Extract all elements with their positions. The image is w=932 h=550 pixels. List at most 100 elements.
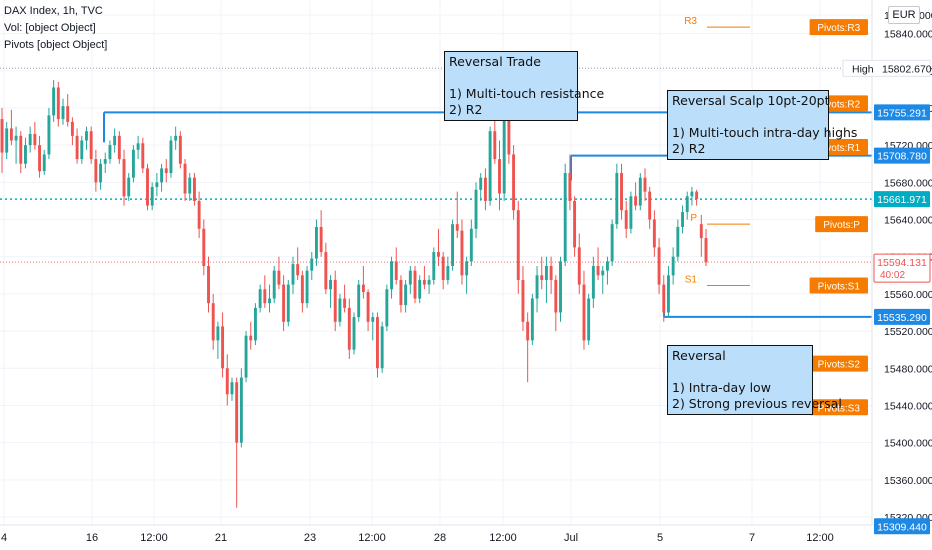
annotation-line: 2) R2 <box>449 102 483 117</box>
candle-body <box>164 168 168 174</box>
candle-body <box>432 252 436 280</box>
y-tick-label: 15400.000 <box>884 438 932 450</box>
candle-body <box>239 377 243 443</box>
candle-body <box>643 177 647 192</box>
candle-body <box>559 261 562 313</box>
x-tick-label: 7 <box>749 532 755 544</box>
annotation-line: 1) Multi-touch resistance <box>449 86 605 101</box>
candle-body <box>70 121 74 136</box>
s1-tag-label: 15535.290 <box>877 312 927 324</box>
candle-body <box>42 154 46 172</box>
annotation-reversal-trade[interactable]: Reversal Trade 1) Multi-touch resistance… <box>444 51 605 121</box>
candle-body <box>394 261 398 280</box>
candle-body <box>216 326 220 341</box>
candle-body <box>230 382 234 395</box>
candle-body <box>474 189 478 229</box>
candle-body <box>624 210 628 229</box>
annotation-line: Reversal Trade <box>449 54 541 69</box>
annotation-line <box>449 70 573 86</box>
x-tick-label: 5 <box>657 532 663 544</box>
r1-tag <box>874 147 930 164</box>
candle-body <box>352 317 356 350</box>
candle-body <box>418 279 422 299</box>
candle-body <box>441 256 445 280</box>
candle-body <box>390 261 394 290</box>
annotation-reversal-scalp[interactable]: Reversal Scalp 10pt-20pt 1) Multi-touch … <box>667 90 857 160</box>
x-tick-label: 12:00 <box>489 532 517 544</box>
candle-body <box>66 106 70 122</box>
currency-button[interactable]: EUR <box>888 6 920 24</box>
candle-body <box>33 133 37 146</box>
candle-body <box>662 284 666 313</box>
candle-body <box>671 256 675 276</box>
last-tag-label: 15661.971 <box>877 194 927 206</box>
candle-body <box>577 247 581 285</box>
candle-body <box>75 135 79 160</box>
candle-body <box>141 143 145 169</box>
annotation-line <box>672 364 808 380</box>
candle-body <box>605 261 609 271</box>
candle-body <box>544 266 548 280</box>
candle-body <box>146 168 149 206</box>
candle-body <box>85 131 88 141</box>
candle-body <box>178 135 182 164</box>
annotation-line: Reversal <box>672 348 726 363</box>
candle-body <box>563 173 567 262</box>
candle-body <box>329 279 332 290</box>
chart-title: DAX Index, 1h, TVC <box>4 5 103 17</box>
candle-body <box>19 135 23 164</box>
volume-legend[interactable]: Vol: [object Object] <box>4 22 96 34</box>
candle-body <box>197 200 201 229</box>
candle-body <box>404 284 408 306</box>
candle-body <box>446 266 450 280</box>
candle-body <box>615 173 619 225</box>
candle-body <box>155 182 159 187</box>
annotation-reversal[interactable]: Reversal 1) Intra-day low 2) Strong prev… <box>667 345 842 415</box>
candle-body <box>483 177 487 201</box>
candle-body <box>150 186 154 206</box>
candle-body <box>300 275 304 304</box>
y-tick-label: 15440.000 <box>884 400 932 412</box>
bottom-tag-label: 15309.440 <box>877 521 927 533</box>
candle-body <box>366 292 370 322</box>
candle-body <box>620 173 623 211</box>
pivots-legend[interactable]: Pivots [object Object] <box>4 39 108 51</box>
current-tag <box>873 253 931 283</box>
annotation-line <box>672 109 824 125</box>
candle-body <box>277 270 281 285</box>
y-tick-label: 15560.000 <box>884 289 932 301</box>
candle-body <box>296 264 300 276</box>
candle-body <box>413 270 417 299</box>
candle-body <box>268 298 271 304</box>
candle-body <box>244 335 248 378</box>
candle-body <box>704 238 708 263</box>
candle-body <box>24 145 27 164</box>
candle-body <box>535 275 539 299</box>
candle-body <box>516 210 520 280</box>
x-tick-label: 23 <box>304 532 316 544</box>
candle-body <box>568 173 572 201</box>
annotation-line: 2) Strong previous reversal <box>672 396 842 411</box>
candle-body <box>601 270 605 276</box>
candle-body <box>5 128 9 153</box>
candle-body <box>526 321 530 341</box>
candle-body <box>521 279 525 322</box>
candle-body <box>192 177 196 201</box>
pivot-short-label: S1 <box>685 275 698 286</box>
x-tick-label: 16 <box>86 532 98 544</box>
candle-body <box>657 247 661 285</box>
r2-tag-label: 15755.291 <box>877 107 927 119</box>
candle-body <box>652 219 656 248</box>
candle-body <box>131 149 135 178</box>
annotation-line: Reversal Scalp 10pt-20pt <box>672 93 830 108</box>
x-tick-label: 12:00 <box>358 532 386 544</box>
pivot-tag-label: Pivots:R1 <box>817 143 860 154</box>
candle-body <box>469 228 473 262</box>
pivot-tag <box>809 399 868 416</box>
candle-body <box>202 228 206 266</box>
candle-body <box>272 270 276 299</box>
time-axis[interactable]: 4 16 12:00 21 23 12:00 28 12:00 Jul 5 7 12:00 <box>1 532 834 544</box>
candle-series <box>0 80 708 508</box>
candle-body <box>253 307 257 341</box>
